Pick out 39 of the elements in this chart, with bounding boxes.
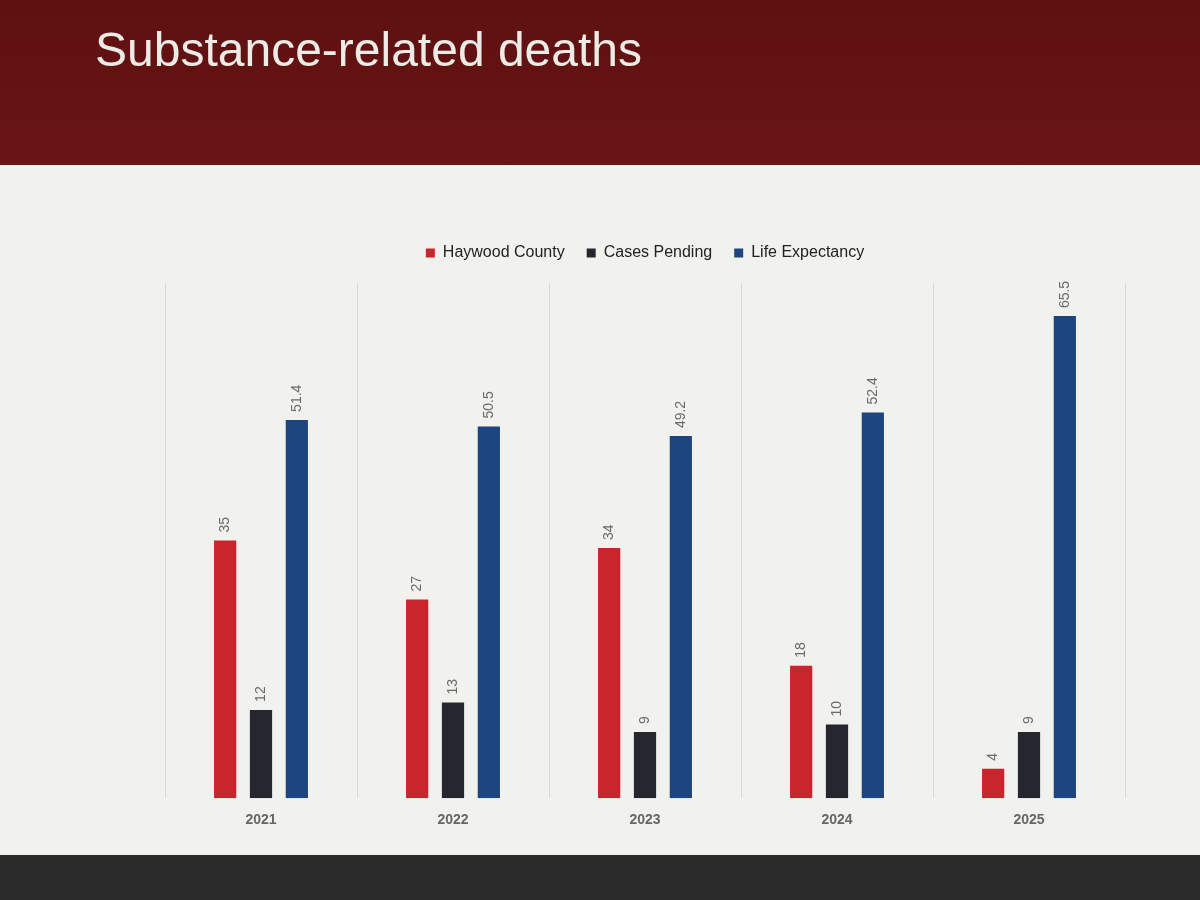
bar — [598, 547, 621, 799]
bar — [1053, 316, 1076, 799]
bar — [633, 731, 657, 799]
data-label: 50.5 — [479, 391, 496, 419]
bar — [790, 665, 813, 799]
bar — [441, 702, 465, 799]
bar — [825, 724, 849, 799]
data-label: 12 — [251, 686, 268, 702]
x-tick-label: 2021 — [245, 811, 277, 828]
legend-label: Life Expectancy — [751, 243, 865, 261]
data-label: 4 — [984, 752, 1001, 761]
bar — [214, 540, 237, 799]
legend-label: Haywood County — [442, 243, 565, 261]
bar — [406, 599, 429, 799]
bar — [249, 709, 273, 799]
data-label: 9 — [1019, 715, 1036, 724]
data-label: 27 — [408, 575, 425, 592]
data-label: 13 — [443, 678, 460, 695]
data-label: 9 — [635, 715, 652, 724]
data-label: 52.4 — [863, 377, 880, 405]
data-label: 35 — [216, 516, 233, 533]
data-label: 10 — [827, 700, 844, 717]
bar — [1017, 731, 1041, 799]
x-tick-label: 2024 — [821, 811, 853, 828]
data-label: 51.4 — [287, 384, 304, 412]
x-tick-label: 2022 — [437, 811, 469, 828]
bar — [285, 419, 308, 799]
bar — [669, 436, 692, 799]
data-label: 65.5 — [1055, 280, 1072, 309]
legend-label: Cases Pending — [603, 243, 713, 261]
data-label: 34 — [600, 524, 617, 540]
chart-title: Substance-related deaths — [95, 22, 643, 77]
bar — [861, 412, 884, 799]
bar — [982, 768, 1005, 799]
bar — [477, 426, 500, 799]
data-label: 49.2 — [671, 400, 688, 429]
data-label: 18 — [792, 641, 809, 658]
x-tick-label: 2025 — [1013, 811, 1045, 828]
x-tick-label: 2023 — [629, 811, 661, 828]
